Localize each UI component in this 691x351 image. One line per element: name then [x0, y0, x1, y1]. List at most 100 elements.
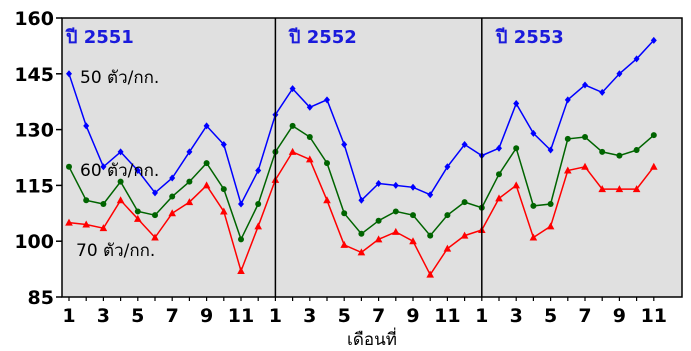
data-point	[83, 122, 90, 130]
data-point	[255, 167, 262, 175]
data-point	[564, 96, 571, 104]
y-tick-label: 145	[14, 64, 54, 86]
y-tick-label: 100	[14, 231, 54, 253]
data-point	[496, 171, 502, 178]
data-point	[152, 212, 158, 219]
data-point	[169, 174, 176, 182]
x-tick-label: 9	[613, 305, 626, 327]
data-point	[220, 186, 227, 193]
series-annotation: 50 ตัว/กก.	[80, 68, 159, 88]
data-point	[82, 220, 90, 228]
x-tick-label: 5	[338, 305, 351, 327]
data-point	[83, 197, 90, 204]
year-label: ปี 2551	[65, 27, 134, 48]
plot-area	[62, 18, 682, 297]
data-point	[444, 212, 451, 219]
data-point	[632, 185, 641, 193]
data-point	[289, 85, 296, 93]
x-tick-label: 7	[578, 305, 591, 327]
data-point	[340, 240, 348, 248]
plot-frame	[61, 17, 683, 298]
data-point	[581, 162, 589, 170]
data-point	[324, 160, 330, 167]
data-point	[169, 193, 176, 200]
data-point	[100, 163, 107, 171]
data-point	[410, 212, 416, 219]
data-point	[615, 185, 624, 193]
data-point	[358, 196, 365, 204]
data-point	[564, 166, 572, 174]
data-point	[306, 155, 314, 163]
data-point	[582, 134, 588, 141]
x-axis-label: เดือนที่	[347, 327, 397, 350]
data-point	[547, 146, 554, 154]
year-label: ปี 2552	[288, 27, 357, 48]
x-tick-label: 11	[228, 305, 254, 327]
data-point	[426, 270, 434, 278]
data-point	[134, 167, 141, 175]
data-point	[168, 209, 176, 217]
data-point	[616, 152, 623, 159]
data-point	[220, 140, 227, 148]
data-point	[65, 218, 73, 226]
data-point	[599, 148, 606, 155]
data-point	[66, 163, 72, 170]
data-point	[443, 244, 452, 252]
data-point	[375, 180, 382, 188]
data-point	[238, 236, 244, 243]
data-point	[598, 185, 606, 193]
series-annotation: 60 ตัว/กก.	[80, 161, 159, 181]
data-point	[530, 129, 537, 137]
data-point	[100, 201, 107, 207]
data-point	[529, 233, 538, 241]
data-point	[99, 224, 108, 232]
data-point	[546, 222, 555, 230]
x-tick-label: 7	[372, 305, 385, 327]
data-point	[116, 196, 125, 204]
data-point	[512, 181, 520, 189]
data-point	[496, 144, 502, 152]
data-point	[461, 199, 468, 206]
data-point	[358, 230, 365, 237]
data-point	[134, 214, 142, 222]
data-point	[513, 145, 520, 152]
data-point	[392, 208, 399, 215]
x-tick-label: 3	[510, 305, 523, 327]
data-point	[461, 140, 468, 148]
data-point	[357, 248, 366, 256]
x-tick-label: 3	[97, 305, 110, 327]
y-tick-label: 115	[14, 175, 54, 197]
series-annotation: 70 ตัว/กก.	[76, 241, 155, 261]
data-point	[374, 235, 383, 243]
data-point	[582, 81, 588, 89]
x-tick-label: 5	[131, 305, 144, 327]
y-tick-label: 130	[14, 120, 54, 142]
x-tick-label: 11	[641, 305, 667, 327]
data-point	[495, 194, 503, 202]
data-point	[66, 70, 72, 78]
data-point	[323, 196, 331, 204]
data-point	[203, 122, 210, 130]
data-point	[341, 210, 348, 217]
data-point	[203, 160, 210, 167]
data-point	[289, 122, 296, 129]
data-point	[650, 162, 658, 170]
year-label: ปี 2553	[495, 27, 564, 48]
data-point	[185, 198, 194, 206]
x-tick-label: 3	[303, 305, 316, 327]
x-tick-label: 7	[166, 305, 179, 327]
data-point	[341, 140, 348, 148]
data-point	[650, 132, 657, 139]
x-tick-label: 9	[200, 305, 213, 327]
data-point	[220, 207, 228, 215]
data-point	[460, 231, 469, 239]
data-point	[255, 201, 262, 207]
data-point	[324, 96, 330, 104]
data-point	[186, 148, 193, 156]
x-tick-label: 1	[475, 305, 488, 327]
data-point	[616, 70, 623, 78]
data-point	[134, 208, 141, 215]
data-point	[547, 201, 554, 207]
